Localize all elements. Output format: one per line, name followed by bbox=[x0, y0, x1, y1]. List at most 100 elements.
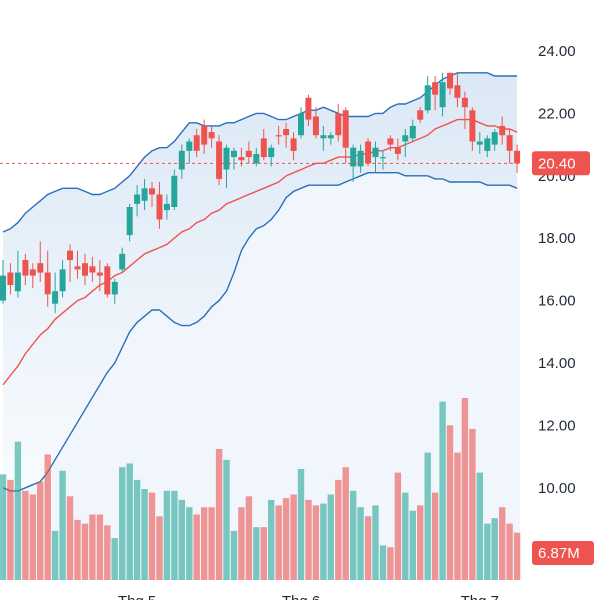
candle bbox=[253, 147, 260, 167]
candle bbox=[44, 250, 51, 307]
candle-body bbox=[96, 272, 103, 276]
volume-bar bbox=[44, 454, 51, 580]
candle-body bbox=[484, 138, 491, 151]
candle bbox=[37, 241, 44, 282]
candle bbox=[312, 107, 319, 139]
candle bbox=[156, 182, 163, 229]
candle-body bbox=[149, 188, 155, 195]
candle-body bbox=[312, 116, 319, 136]
candle bbox=[231, 147, 237, 170]
candle bbox=[491, 129, 498, 151]
candle bbox=[82, 253, 88, 285]
candle-body bbox=[424, 85, 431, 111]
candle bbox=[223, 144, 230, 189]
volume-bar bbox=[469, 428, 476, 580]
last-price-label: 20.40 bbox=[538, 155, 576, 172]
volume-bar bbox=[476, 472, 483, 580]
candle bbox=[186, 138, 193, 164]
candle bbox=[96, 260, 103, 292]
candle bbox=[461, 91, 468, 129]
y-tick-label: 14.00 bbox=[538, 355, 576, 372]
volume-bar bbox=[215, 449, 223, 580]
candle bbox=[208, 125, 215, 148]
volume-bar bbox=[424, 452, 431, 580]
y-tick-label: 16.00 bbox=[538, 293, 576, 310]
candle-body bbox=[7, 272, 14, 285]
candle bbox=[171, 169, 178, 211]
volume-bar bbox=[260, 527, 267, 580]
candle-body bbox=[231, 150, 237, 157]
volume-bar bbox=[201, 507, 208, 580]
candle bbox=[514, 144, 521, 173]
candle-body bbox=[104, 266, 111, 295]
candle bbox=[432, 76, 439, 111]
candle bbox=[74, 250, 81, 279]
x-tick-label: Thg 6 bbox=[282, 593, 320, 600]
candle bbox=[499, 116, 506, 145]
candle-body bbox=[432, 82, 439, 95]
candle bbox=[387, 135, 394, 151]
candle-body bbox=[119, 253, 126, 270]
candle-body bbox=[253, 154, 260, 164]
candle bbox=[104, 263, 111, 298]
candle bbox=[335, 104, 342, 142]
volume-bar bbox=[305, 499, 312, 580]
volume-bar bbox=[506, 523, 513, 580]
candle bbox=[119, 247, 126, 273]
volume-bar bbox=[37, 481, 44, 580]
candle-body bbox=[379, 157, 386, 159]
candle-body bbox=[223, 147, 230, 170]
candle bbox=[357, 144, 364, 173]
x-axis: Thg 5 Thg 6 Thg 7 bbox=[118, 593, 499, 600]
candle bbox=[29, 263, 36, 289]
volume-bar bbox=[14, 441, 22, 580]
candle-body bbox=[350, 147, 357, 167]
volume-bar bbox=[51, 530, 59, 580]
volume-bar bbox=[59, 470, 66, 580]
lower-band-line bbox=[2, 172, 518, 492]
last-price-badge bbox=[532, 151, 590, 176]
candle-body bbox=[186, 141, 193, 151]
candle-body bbox=[290, 138, 297, 151]
candle-body bbox=[111, 281, 118, 295]
volume-label: 6.87M bbox=[538, 545, 580, 562]
candle bbox=[260, 129, 267, 161]
candle bbox=[283, 122, 290, 148]
candle bbox=[476, 132, 483, 154]
volume-bar bbox=[282, 498, 290, 580]
candle-body bbox=[52, 291, 59, 304]
candle-body bbox=[417, 110, 424, 120]
y-tick-label: 12.00 bbox=[538, 417, 576, 434]
band-fill bbox=[3, 72, 518, 491]
candle-body bbox=[365, 141, 372, 164]
volume-bar bbox=[245, 496, 253, 580]
candle-body bbox=[216, 141, 223, 179]
candle bbox=[327, 132, 334, 145]
volume-bar bbox=[89, 514, 96, 580]
volume-bar bbox=[446, 425, 454, 580]
volume-bar bbox=[74, 519, 81, 580]
volume-bar bbox=[268, 499, 275, 580]
candle bbox=[447, 72, 453, 95]
volume-bar bbox=[499, 507, 506, 580]
volume-bar bbox=[141, 489, 148, 580]
volume-bar bbox=[491, 518, 498, 580]
candle bbox=[149, 182, 155, 207]
candle bbox=[89, 256, 96, 282]
candle bbox=[394, 138, 401, 161]
volume-bar bbox=[402, 492, 409, 580]
volume-badge bbox=[532, 541, 594, 565]
volume-bar bbox=[379, 545, 387, 580]
volume-bar bbox=[454, 452, 461, 580]
candle-body bbox=[476, 141, 483, 145]
volume-bar bbox=[7, 479, 14, 580]
volume-bar bbox=[431, 492, 439, 580]
candle-body bbox=[506, 135, 513, 151]
candle-body bbox=[178, 150, 185, 170]
candle-body bbox=[37, 263, 44, 273]
candle-body bbox=[22, 260, 29, 276]
candle-body bbox=[305, 97, 312, 120]
